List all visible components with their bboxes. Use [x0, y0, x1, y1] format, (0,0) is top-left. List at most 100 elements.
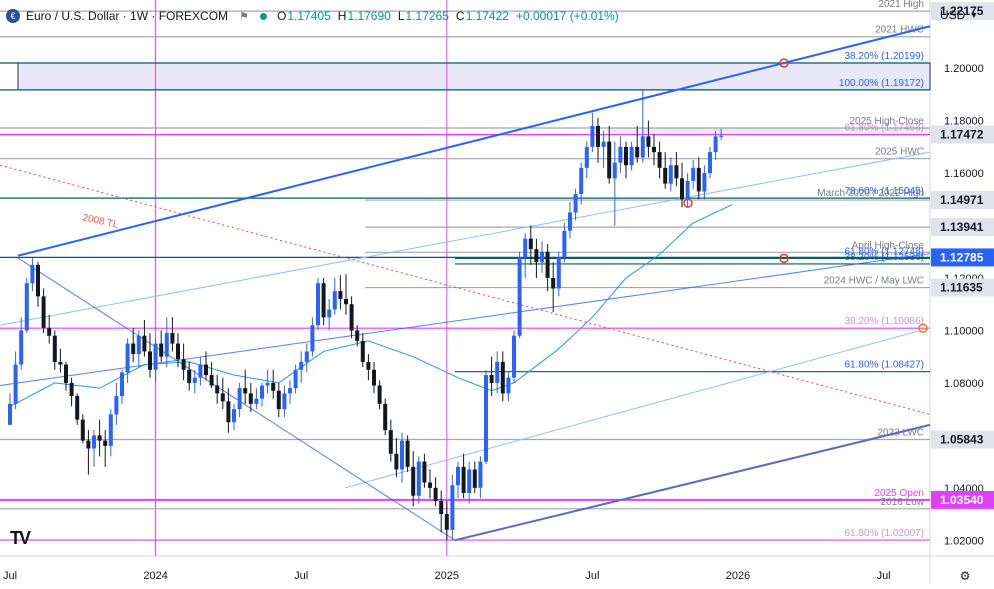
candle-body: [136, 335, 141, 355]
candle-body: [472, 469, 477, 488]
candle-body: [19, 330, 24, 365]
candle-body: [254, 398, 259, 404]
chart-legend: € Euro / U.S. Dollar · 1W · FOREXCOM ⚑ O…: [6, 6, 626, 26]
candle-body: [500, 361, 505, 394]
candle-body: [220, 393, 225, 402]
candle-body: [181, 359, 186, 370]
candle-body: [663, 167, 668, 184]
candle-body: [489, 375, 494, 383]
candle-body: [568, 212, 572, 231]
x-tick-label: Jul: [294, 570, 308, 582]
candle-body: [125, 343, 130, 373]
candle-body: [332, 291, 337, 310]
candle-body: [556, 257, 561, 289]
chevron-down-icon: ▼: [969, 10, 979, 20]
candle-body: [657, 152, 662, 168]
candle-body: [170, 333, 175, 344]
y-tick-label: 1.20000: [944, 63, 984, 75]
level-label: April High-Close: [852, 240, 925, 251]
y-tick-label: 1.02000: [944, 535, 984, 547]
flag-icon[interactable]: ⚑: [239, 10, 249, 23]
trendline-2008: [0, 164, 931, 415]
candle-body: [142, 335, 147, 352]
candle-body: [58, 361, 63, 365]
candle-body: [484, 375, 488, 462]
price-badge-label: 1.22175: [940, 4, 984, 18]
candle-body: [388, 430, 393, 454]
candle-body: [719, 135, 724, 137]
candle-body: [204, 364, 208, 376]
candle-body: [355, 330, 360, 341]
candle-body: [377, 385, 382, 404]
candle-body: [321, 283, 326, 318]
settings-icon: ⚙: [960, 569, 971, 583]
candle-body: [293, 369, 298, 389]
level-label: 2016 Low: [881, 497, 925, 508]
change-value: +0.00017 (+0.01%): [515, 9, 619, 23]
x-tick-label: Jul: [3, 570, 17, 582]
candle-body: [271, 382, 276, 391]
symbol-title[interactable]: Euro / U.S. Dollar · 1W · FOREXCOM: [26, 9, 229, 23]
candle-body: [702, 173, 707, 192]
candle-body: [652, 146, 656, 153]
tradingview-logo-icon[interactable]: TV: [10, 528, 31, 548]
high-label: H: [337, 9, 347, 23]
trendline-descending: [17, 257, 456, 541]
candle-body: [584, 146, 589, 168]
candle-body: [433, 487, 438, 501]
candle-body: [8, 403, 12, 425]
price-badge: [931, 125, 994, 144]
candle-body: [467, 469, 472, 494]
candle-body: [36, 264, 40, 297]
candle-body: [528, 238, 533, 250]
level-label: 61.80% (1.08427): [844, 360, 924, 371]
candle-body: [310, 325, 315, 352]
candle-body: [456, 466, 460, 486]
open-label: O: [277, 9, 287, 23]
candle-body: [360, 340, 365, 362]
candle-body: [400, 440, 404, 470]
candle-body: [86, 440, 91, 449]
price-badge: [931, 191, 994, 210]
candle-body: [612, 162, 617, 179]
candle-body: [517, 257, 522, 336]
candle-body: [713, 136, 718, 153]
candle-body: [338, 291, 343, 299]
price-badge-label: 1.11635: [940, 281, 983, 295]
candle-body: [13, 364, 18, 404]
candle-body: [545, 251, 550, 278]
candle-body: [260, 385, 264, 399]
price-badge-label: 1.12785: [940, 250, 984, 264]
open-value: 1.17405: [287, 9, 331, 23]
candle-body: [198, 364, 203, 378]
candle-body: [646, 136, 651, 147]
candle-body: [439, 500, 444, 515]
candle-body: [159, 343, 164, 357]
candle-body: [64, 364, 68, 383]
candle-body: [680, 178, 684, 200]
candle-body: [366, 361, 371, 370]
candle-body: [624, 146, 628, 166]
candle-body: [92, 435, 96, 449]
candle-body: [607, 141, 612, 179]
candle-body: [478, 461, 483, 488]
candle-body: [416, 461, 421, 496]
currency-selector[interactable]: USD ▼: [940, 4, 986, 26]
support-marker: [683, 198, 693, 208]
candle-body: [708, 152, 712, 174]
x-tick-label: 2024: [143, 570, 167, 582]
level-label: March 2020 / 2022 High: [817, 188, 924, 199]
low-label: L: [397, 9, 405, 23]
candle-body: [674, 165, 679, 179]
price-badge: [931, 218, 994, 237]
close-value: 1.17422: [465, 9, 509, 23]
price-badge-label: 1.03540: [940, 493, 984, 507]
candle-body: [534, 249, 539, 263]
candle-body: [120, 372, 124, 397]
channel-lower: [454, 423, 931, 542]
candle-body: [383, 403, 388, 431]
candle-body: [562, 230, 567, 258]
candle-body: [372, 369, 376, 386]
